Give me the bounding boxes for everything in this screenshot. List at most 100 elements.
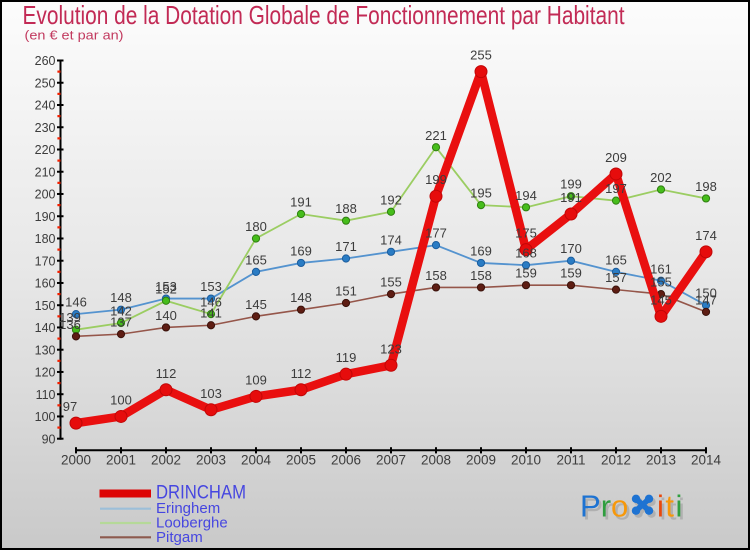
svg-text:112: 112 [291,366,312,381]
svg-text:130: 130 [35,343,56,357]
svg-text:255: 255 [470,48,492,63]
svg-text:171: 171 [335,239,357,254]
svg-text:109: 109 [245,372,267,387]
svg-text:153: 153 [155,279,177,294]
svg-text:148: 148 [290,290,312,305]
svg-text:195: 195 [470,186,492,201]
svg-text:260: 260 [35,54,56,68]
svg-text:230: 230 [35,121,56,135]
svg-text:103: 103 [200,386,222,401]
svg-text:158: 158 [470,268,492,283]
svg-text:174: 174 [380,232,402,247]
svg-text:152: 152 [155,281,177,296]
svg-text:220: 220 [35,143,56,157]
svg-text:140: 140 [155,308,177,323]
svg-text:198: 198 [695,179,717,194]
svg-text:197: 197 [605,181,627,196]
svg-text:240: 240 [35,99,56,113]
svg-text:159: 159 [515,266,537,281]
svg-text:145: 145 [650,292,672,307]
svg-text:120: 120 [35,366,56,380]
svg-text:145: 145 [245,297,267,312]
svg-text:161: 161 [650,261,672,276]
svg-text:2004: 2004 [241,453,272,468]
svg-text:191: 191 [290,195,312,210]
svg-text:137: 137 [110,315,132,330]
svg-text:Looberghe: Looberghe [156,515,228,532]
svg-text:2003: 2003 [196,453,226,468]
svg-text:157: 157 [605,270,627,285]
svg-text:110: 110 [36,388,56,402]
svg-text:169: 169 [470,243,492,258]
svg-text:159: 159 [560,266,582,281]
svg-text:169: 169 [290,243,312,258]
svg-text:2014: 2014 [691,453,722,468]
svg-text:100: 100 [35,410,56,424]
svg-text:199: 199 [425,172,447,187]
svg-text:155: 155 [650,275,672,290]
svg-text:200: 200 [35,188,56,202]
svg-text:158: 158 [425,268,447,283]
svg-text:Pro: Pro [580,489,628,524]
svg-text:90: 90 [42,432,56,446]
svg-text:250: 250 [35,76,56,90]
svg-text:Pro: Pro [583,492,631,527]
svg-text:119: 119 [336,350,357,365]
svg-text:141: 141 [200,306,222,321]
svg-text:177: 177 [425,226,447,241]
svg-text:146: 146 [200,295,222,310]
svg-text:160: 160 [35,277,56,291]
svg-text:2006: 2006 [331,453,361,468]
svg-text:155: 155 [380,275,402,290]
svg-text:148: 148 [110,290,132,305]
svg-text:209: 209 [605,150,627,165]
svg-text:2013: 2013 [646,453,676,468]
svg-text:199: 199 [560,177,582,192]
svg-text:2011: 2011 [556,453,585,468]
svg-text:123: 123 [380,341,402,356]
svg-text:(en € et par an): (en € et par an) [25,28,124,43]
svg-text:174: 174 [695,228,717,243]
svg-text:165: 165 [245,252,267,267]
svg-text:Eringhem: Eringhem [156,500,220,517]
svg-text:150: 150 [35,299,56,313]
svg-text:210: 210 [35,165,56,179]
svg-text:2008: 2008 [421,453,451,468]
svg-text:2010: 2010 [511,453,541,468]
svg-text:140: 140 [35,321,56,335]
svg-text:192: 192 [380,192,402,207]
svg-text:180: 180 [245,219,267,234]
svg-text:150: 150 [695,286,717,301]
svg-text:iti: iti [657,489,684,524]
svg-text:2007: 2007 [376,453,406,468]
svg-text:139: 139 [59,310,81,325]
svg-text:136: 136 [59,317,81,332]
svg-text:147: 147 [695,292,717,307]
svg-text:2009: 2009 [466,453,496,468]
svg-text:2005: 2005 [286,453,316,468]
svg-text:142: 142 [110,304,132,319]
svg-text:2001: 2001 [106,453,136,468]
svg-text:165: 165 [605,252,627,267]
svg-text:190: 190 [35,210,56,224]
svg-text:170: 170 [35,254,56,268]
svg-text:Evolution de la Dotation Globa: Evolution de la Dotation Globale de Fonc… [23,2,625,30]
svg-text:112: 112 [156,366,177,381]
svg-text:191: 191 [560,190,582,205]
svg-text:153: 153 [200,279,222,294]
svg-text:Pitgam: Pitgam [156,529,203,546]
svg-text:188: 188 [335,201,357,216]
svg-text:175: 175 [515,226,537,241]
svg-text:168: 168 [515,246,537,261]
svg-text:2012: 2012 [601,453,631,468]
svg-text:DRINCHAM: DRINCHAM [156,483,246,504]
svg-text:202: 202 [650,170,672,185]
svg-text:221: 221 [425,128,447,143]
svg-text:2002: 2002 [151,453,181,468]
svg-text:194: 194 [515,188,537,203]
svg-text:170: 170 [560,241,582,256]
svg-text:2000: 2000 [61,453,91,468]
svg-text:180: 180 [35,232,56,246]
svg-text:146: 146 [65,295,87,310]
svg-text:iti: iti [660,492,687,527]
